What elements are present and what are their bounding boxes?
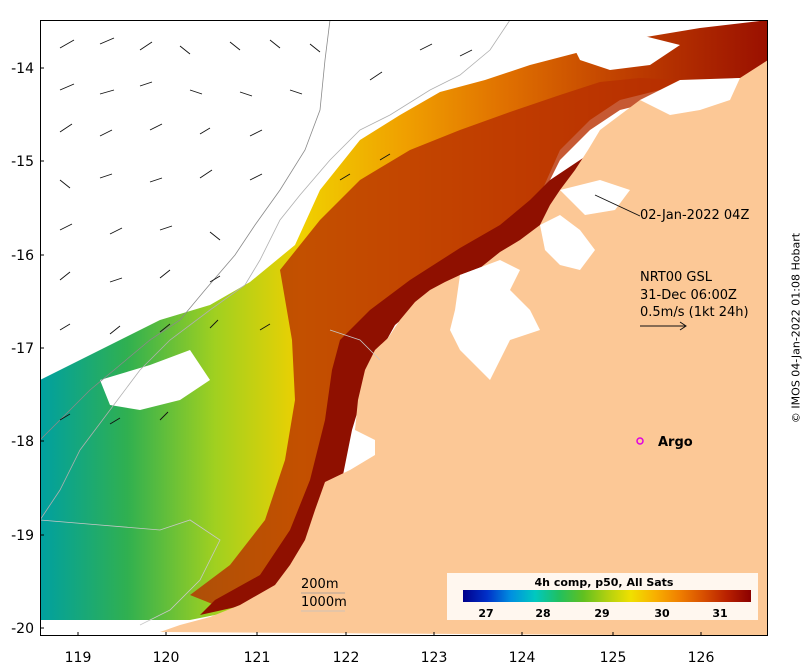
- bathymetry-contour-1000m: [40, 20, 511, 521]
- current-scale-arrow: [640, 321, 687, 331]
- cloud-gap: [100, 350, 210, 410]
- current-product-label: NRT00 GSL: [640, 270, 713, 285]
- cloud-gap: [40, 20, 360, 270]
- y-axis-tick-label: -19: [11, 528, 34, 544]
- cloud-gap: [40, 80, 390, 350]
- colorbar-tick-label: 28: [535, 607, 550, 620]
- colorbar-tick-label: 27: [478, 607, 493, 620]
- x-axis-tick-label: 121: [244, 650, 271, 666]
- map-svg: 02-Jan-2022 04Z NRT00 GSL 31-Dec 06:00Z …: [40, 20, 768, 636]
- y-axis-tick-label: -18: [11, 434, 34, 450]
- x-axis-tick-label: 119: [65, 650, 92, 666]
- map-border: [40, 20, 768, 636]
- argo-marker: [636, 437, 644, 445]
- colorbar-tick-group: 27 28 29 30 31: [478, 607, 727, 620]
- cloud-gap: [570, 35, 680, 70]
- swath-leader-line: [594, 194, 641, 217]
- colorbar: 4h comp, p50, All Sats 27 28 29 30 31: [447, 573, 758, 620]
- colorbar-tick-label: 31: [712, 607, 727, 620]
- x-axis-tick-label: 126: [688, 650, 715, 666]
- bathy-legend-200m: 200m: [301, 577, 338, 592]
- y-axis-tick-label: -16: [11, 248, 34, 264]
- bathymetry-contour-200m: [40, 20, 331, 441]
- credit-text: © IMOS 04-Jan-2022 01:08 Hobart: [789, 232, 803, 424]
- colorbar-ramp: [463, 590, 751, 602]
- coastal-inlets: [560, 180, 630, 215]
- map-frame: 02-Jan-2022 04Z NRT00 GSL 31-Dec 06:00Z …: [40, 20, 768, 636]
- cloud-gap: [370, 20, 560, 100]
- x-axis: 119 120 121 122 123 124 125 126: [65, 632, 715, 666]
- x-axis-tick-label: 125: [600, 650, 627, 666]
- current-time-label: 31-Dec 06:00Z: [640, 288, 737, 303]
- x-axis-tick-label: 123: [421, 650, 448, 666]
- swath-time-label: 02-Jan-2022 04Z: [640, 208, 749, 223]
- current-scale-label: 0.5m/s (1kt 24h): [640, 305, 749, 320]
- y-axis-tick-label: -14: [11, 61, 34, 77]
- colorbar-title: 4h comp, p50, All Sats: [535, 576, 674, 589]
- coastal-inlets: [450, 260, 540, 380]
- y-axis-tick-label: -15: [11, 154, 34, 170]
- bathymetry-contour-1000m: [40, 329, 381, 626]
- sst-field: [40, 20, 768, 620]
- coastal-inlets: [640, 78, 740, 115]
- coastal-inlets: [540, 215, 595, 270]
- x-axis-tick-label: 120: [153, 650, 180, 666]
- y-axis-tick-label: -17: [11, 341, 34, 357]
- colorbar-tick-label: 29: [594, 607, 609, 620]
- current-vectors: [59, 37, 473, 425]
- bathy-legend-1000m: 1000m: [301, 595, 347, 610]
- y-axis-tick-label: -20: [11, 621, 34, 637]
- x-axis-tick-label: 122: [333, 650, 360, 666]
- x-axis-tick-label: 124: [509, 650, 536, 666]
- argo-label: Argo: [658, 435, 693, 450]
- colorbar-tick-label: 30: [654, 607, 670, 620]
